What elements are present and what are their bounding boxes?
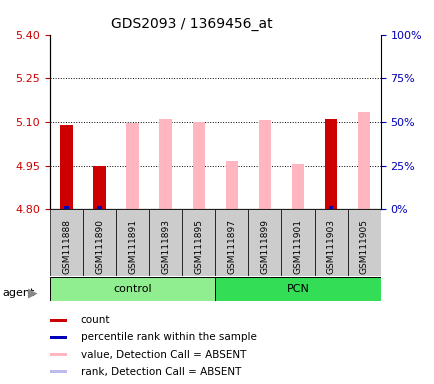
Bar (50, 319, 67, 322)
Bar (97, 206, 102, 209)
Bar (328, 207, 332, 209)
Text: GSM111899: GSM111899 (260, 219, 269, 274)
Bar (291, 164, 303, 209)
Bar (83, 209, 116, 276)
Text: rank, Detection Call = ABSENT: rank, Detection Call = ABSENT (81, 367, 240, 377)
Bar (357, 112, 369, 209)
Text: GSM111895: GSM111895 (194, 219, 203, 274)
Bar (50, 353, 67, 356)
Text: value, Detection Call = ABSENT: value, Detection Call = ABSENT (81, 349, 246, 360)
Bar (281, 209, 314, 276)
Bar (163, 207, 168, 209)
Bar (182, 209, 215, 276)
Text: PCN: PCN (286, 284, 309, 295)
Bar (196, 207, 201, 209)
Bar (314, 209, 347, 276)
Text: GSM111891: GSM111891 (128, 219, 137, 274)
Bar (192, 122, 204, 209)
Bar (225, 161, 237, 209)
Text: GSM111893: GSM111893 (161, 219, 170, 274)
Bar (116, 209, 149, 276)
Bar (149, 209, 182, 276)
Bar (50, 209, 83, 276)
Bar (159, 119, 171, 209)
Text: ▶: ▶ (28, 286, 37, 300)
Bar (262, 207, 266, 209)
Bar (64, 206, 69, 209)
Bar (215, 209, 248, 276)
Bar (248, 209, 281, 276)
Bar (229, 207, 233, 209)
Bar (328, 206, 332, 209)
Text: GSM111897: GSM111897 (227, 219, 236, 274)
Text: GSM111903: GSM111903 (326, 219, 335, 274)
Bar (93, 166, 105, 209)
Bar (50, 336, 67, 339)
Bar (347, 209, 380, 276)
Bar (126, 123, 138, 209)
Bar (295, 207, 299, 209)
Bar (97, 207, 102, 209)
Text: GSM111890: GSM111890 (95, 219, 104, 274)
Bar (361, 207, 365, 209)
Text: GSM111888: GSM111888 (62, 219, 71, 274)
Text: agent: agent (2, 288, 34, 298)
Bar (64, 207, 69, 209)
Bar (324, 119, 336, 209)
Text: percentile rank within the sample: percentile rank within the sample (81, 333, 256, 343)
Bar (130, 207, 135, 209)
Text: count: count (81, 315, 110, 325)
Text: GSM111905: GSM111905 (359, 219, 368, 274)
Bar (258, 121, 270, 209)
Text: control: control (113, 284, 151, 295)
Bar (50, 277, 215, 301)
Text: GSM111901: GSM111901 (293, 219, 302, 274)
Text: GDS2093 / 1369456_at: GDS2093 / 1369456_at (110, 17, 272, 31)
Bar (60, 125, 72, 209)
Bar (50, 370, 67, 373)
Bar (215, 277, 380, 301)
